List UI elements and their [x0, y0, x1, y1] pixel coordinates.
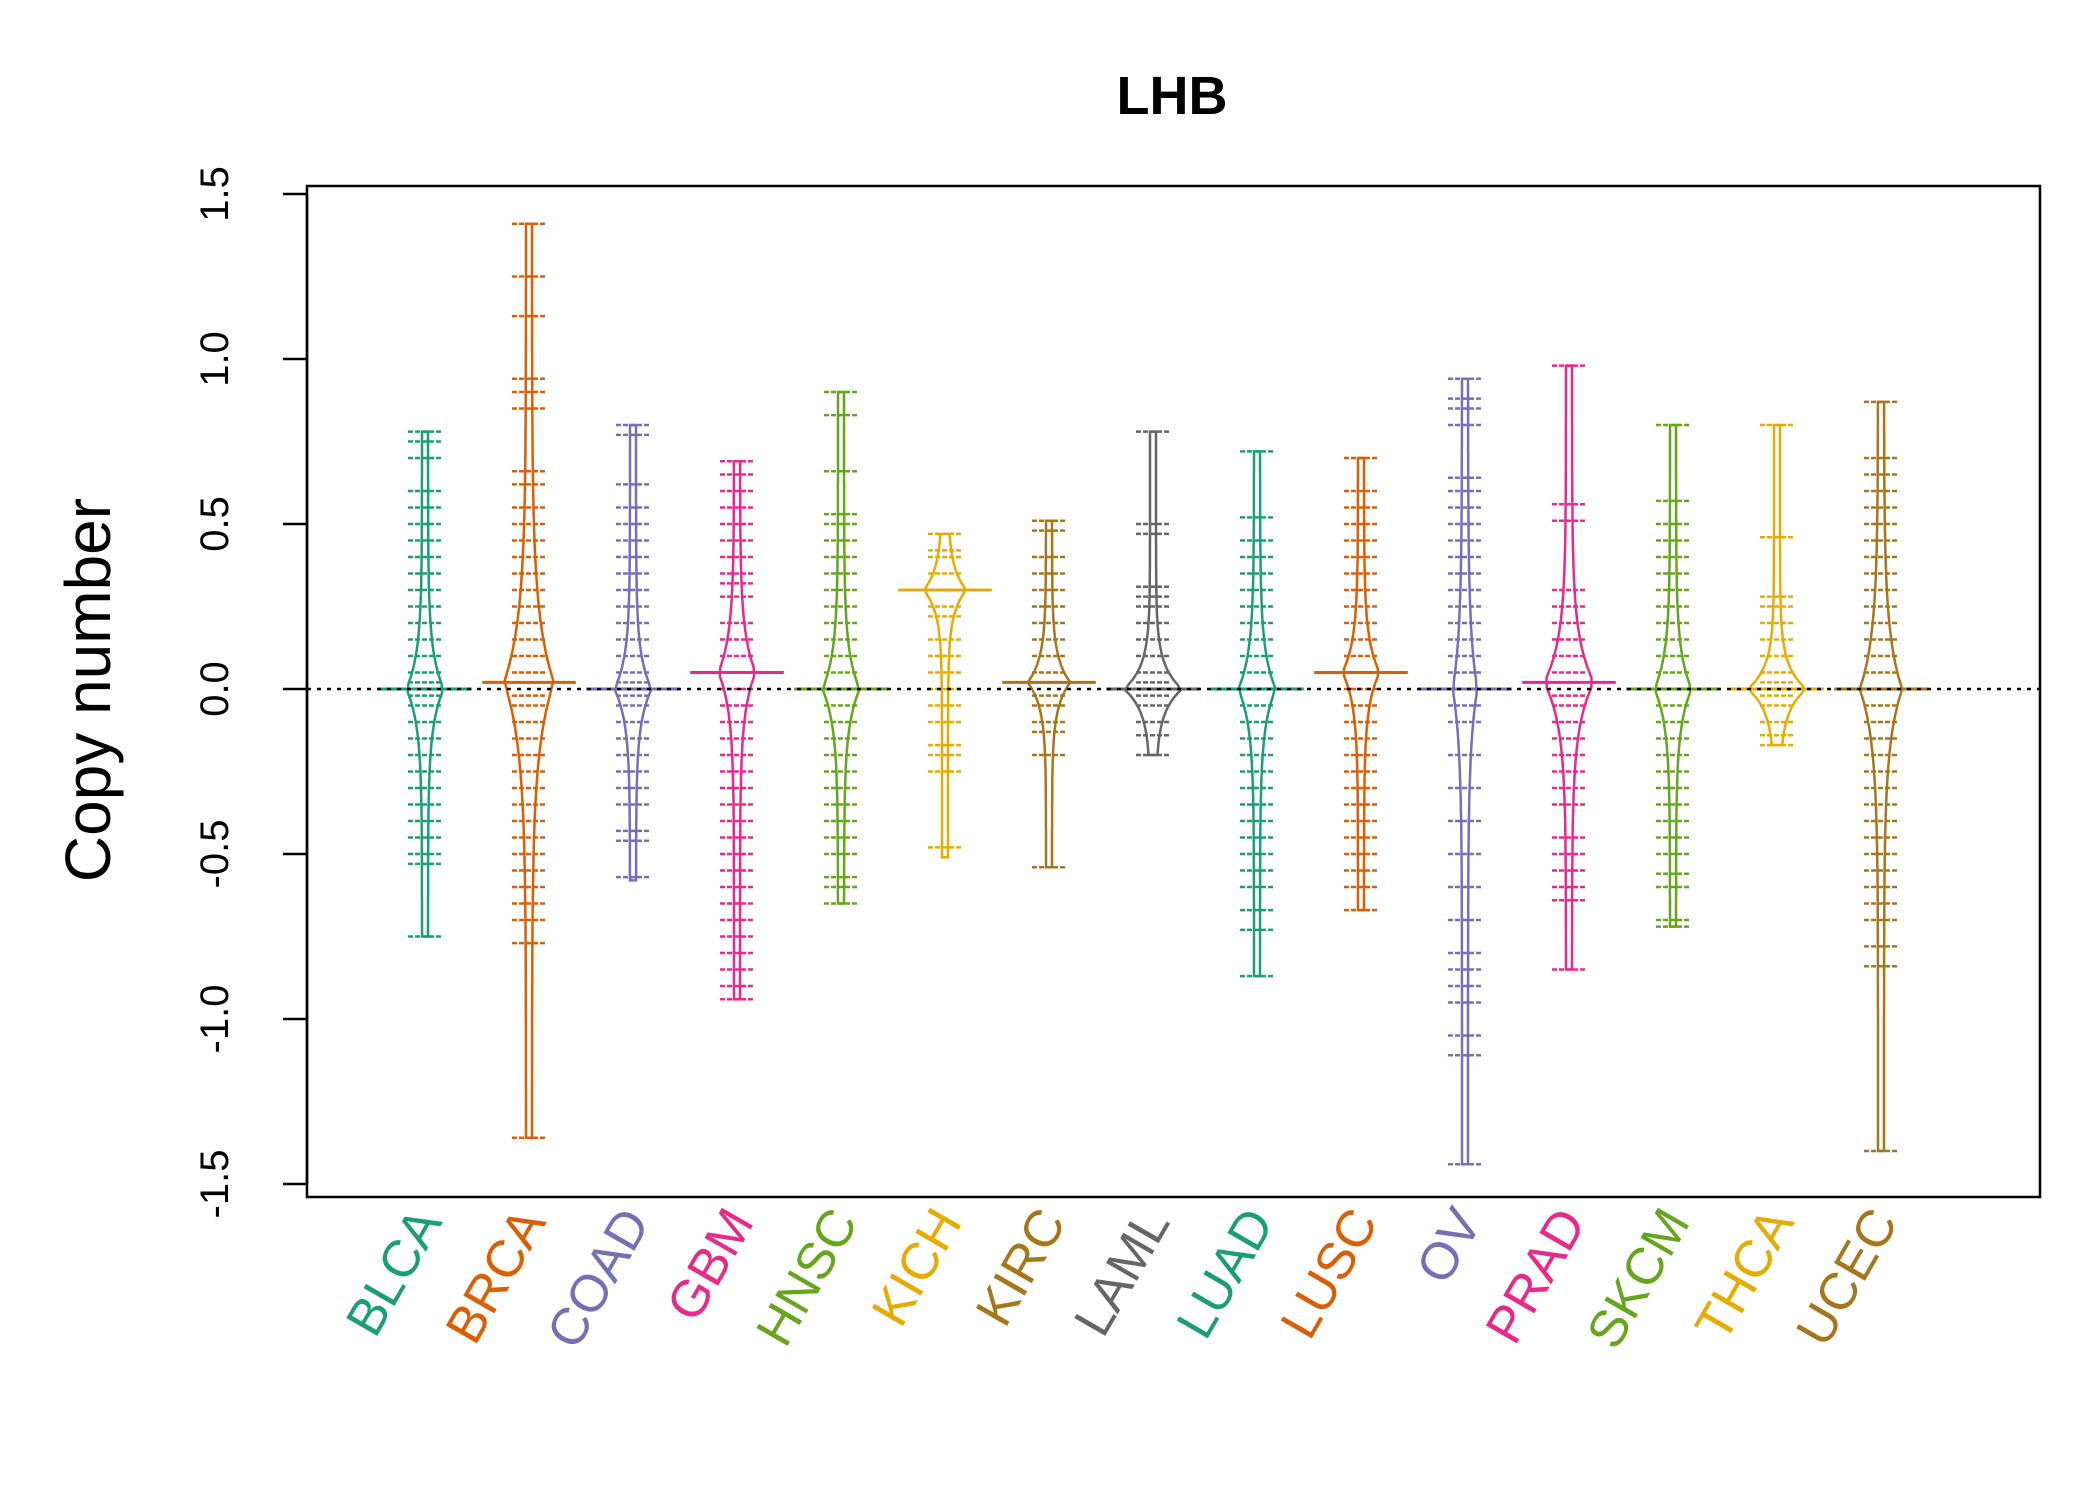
x-tick-label-skcm: SKCM [1576, 1199, 1701, 1358]
bean-thca [1730, 423, 1824, 747]
bean-kich [898, 532, 992, 859]
bean-density-outline [503, 222, 555, 1140]
bean-kirc [1002, 519, 1096, 869]
bean-density-outline [924, 532, 966, 859]
x-tick-label-gbm: GBM [656, 1199, 765, 1331]
y-axis: -1.5 -1.0 -0.5 0.0 0.5 1.0 1.5 [193, 166, 309, 1219]
beans-layer [378, 222, 1928, 1166]
bean-laml [1106, 430, 1200, 757]
bean-skcm [1626, 423, 1720, 928]
x-tick-label-ov: OV [1406, 1199, 1494, 1293]
y-tick-label: -0.5 [193, 820, 237, 889]
bean-density-outline [1342, 456, 1380, 912]
y-axis-label: Copy number [52, 498, 124, 882]
bean-density-outline [1545, 364, 1593, 971]
bean-density-outline [1123, 430, 1183, 757]
x-tick-label-ucec: UCEC [1785, 1199, 1909, 1356]
bean-density-outline [1749, 423, 1805, 747]
chart-title: LHB [1117, 66, 1228, 126]
x-tick-label-kirc: KIRC [965, 1199, 1077, 1336]
x-tick-label-coad: COAD [536, 1199, 661, 1358]
bean-lusc [1314, 456, 1408, 912]
bean-density-outline [821, 390, 861, 905]
bean-coad [586, 423, 680, 882]
bean-density-outline [1452, 377, 1478, 1166]
x-tick-label-luad: LUAD [1166, 1199, 1286, 1348]
y-tick-label: 1.5 [193, 166, 237, 222]
x-tick-label-kich: KICH [861, 1199, 973, 1336]
bean-density-outline [718, 460, 756, 1001]
bean-density-outline [1858, 400, 1904, 1153]
bean-gbm [690, 460, 784, 1001]
bean-hnsc [794, 390, 888, 905]
x-tick-label-laml: LAML [1063, 1199, 1181, 1346]
y-tick-label: 0.0 [193, 661, 237, 717]
y-tick-label: -1.5 [193, 1150, 237, 1219]
bean-prad [1522, 364, 1616, 971]
bean-ov [1418, 377, 1512, 1166]
bean-density-outline [613, 423, 653, 882]
y-tick-label: -1.0 [193, 985, 237, 1054]
bean-ucec [1834, 400, 1928, 1153]
bean-luad [1210, 450, 1304, 978]
x-tick-label-hnsc: HNSC [745, 1199, 869, 1356]
bean-density-outline [1237, 450, 1277, 978]
x-tick-label-lusc: LUSC [1270, 1199, 1390, 1348]
y-tick-label: 1.0 [193, 331, 237, 387]
y-tick-label: 0.5 [193, 496, 237, 552]
bean-brca [482, 222, 576, 1140]
bean-blca [378, 430, 472, 938]
